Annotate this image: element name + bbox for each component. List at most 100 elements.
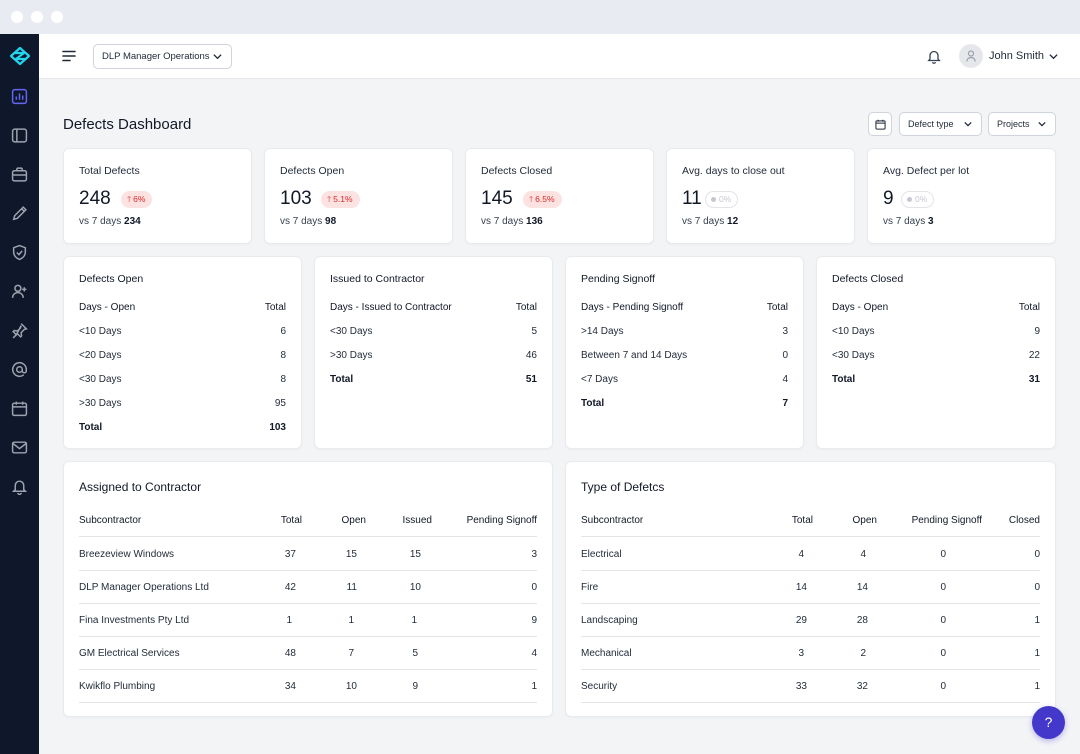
trend-badge: 0% [901, 191, 935, 208]
cell-closed: 0 [1034, 549, 1040, 560]
compare-value: 98 [325, 216, 337, 227]
user-name[interactable]: John Smith [989, 50, 1045, 62]
table-row: GM Electrical Services 48 7 5 4 [79, 637, 537, 670]
summary-row-value: 9 [1034, 326, 1040, 337]
mail-icon[interactable] [11, 439, 28, 456]
table-title: Type of Defetcs [581, 480, 665, 494]
trend-value: 5.1% [333, 194, 353, 204]
stat-card-defects-open: Defects Open 103 🡑 5.1% vs 7 days 98 [264, 148, 453, 244]
cell-subcontractor: DLP Manager Operations Ltd [79, 582, 209, 593]
cell-total: 14 [795, 582, 807, 593]
pin-icon[interactable] [11, 322, 28, 339]
window-maximize-dot[interactable] [51, 11, 63, 23]
summary-total-label: Total [330, 374, 354, 385]
cell-pending-signoff: 0 [940, 615, 946, 626]
help-button[interactable]: ? [1032, 706, 1065, 739]
cell-subcontractor: GM Electrical Services [79, 648, 180, 659]
chevron-down-icon[interactable] [1049, 53, 1058, 60]
stat-title: Avg. days to close out [682, 165, 785, 177]
compare-value: 234 [124, 216, 141, 227]
cell-type: Landscaping [581, 615, 638, 626]
summary-row-value: 3 [782, 326, 788, 337]
organization-select[interactable]: DLP Manager Operations [93, 44, 232, 69]
cell-subcontractor: Kwikflo Plumbing [79, 681, 156, 692]
bell-icon[interactable] [11, 478, 28, 495]
summary-total-row: Total 51 [330, 374, 537, 388]
cell-total: 34 [284, 681, 296, 692]
shield-icon[interactable] [11, 244, 28, 261]
column-header: Pending Signoff [466, 515, 537, 526]
stat-value: 248 [79, 188, 111, 209]
cell-pending-signoff: 0 [940, 648, 946, 659]
summary-row: >14 Days 3 [581, 326, 788, 340]
defect-type-filter[interactable]: Defect type [899, 112, 982, 136]
panel-icon[interactable] [11, 127, 28, 144]
arrow-up-icon: 🡑 [529, 195, 534, 204]
calendar-icon[interactable] [11, 400, 28, 417]
user-plus-icon[interactable] [11, 283, 28, 300]
compare-value: 136 [526, 216, 543, 227]
cell-open: 14 [856, 582, 868, 593]
cell-pending-signoff: 9 [531, 615, 537, 626]
table-header: Subcontractor Total Open Issued Pending … [79, 513, 537, 537]
summary-header: Days - Open Total [79, 302, 286, 316]
summary-total-value: 51 [525, 374, 537, 385]
cell-pending-signoff: 4 [531, 648, 537, 659]
summary-row-value: 5 [531, 326, 537, 337]
stat-value: 103 [280, 188, 312, 209]
summary-total-label: Total [79, 422, 103, 433]
at-icon[interactable] [11, 361, 28, 378]
stat-card-total-defects: Total Defects 248 🡑 6% vs 7 days 234 [63, 148, 252, 244]
cell-total: 4 [798, 549, 804, 560]
summary-row-label: <10 Days [832, 326, 875, 337]
table-row: DLP Manager Operations Ltd 42 11 10 0 [79, 571, 537, 604]
chevron-down-icon [1038, 121, 1046, 127]
cell-open: 15 [345, 549, 357, 560]
window-minimize-dot[interactable] [31, 11, 43, 23]
summary-total-label: Total [581, 398, 605, 409]
summary-header-total: Total [515, 302, 537, 313]
menu-icon[interactable] [61, 48, 77, 64]
chart-icon[interactable] [11, 88, 28, 105]
cell-pending-signoff: 1 [531, 681, 537, 692]
chevron-down-icon [964, 121, 972, 127]
trend-badge: 🡑 5.1% [321, 191, 360, 208]
date-filter-button[interactable] [868, 112, 892, 136]
summary-row-label: >30 Days [330, 350, 373, 361]
window-close-dot[interactable] [11, 11, 23, 23]
summary-row-label: Between 7 and 14 Days [581, 350, 688, 361]
summary-header-total: Total [1018, 302, 1040, 313]
logo-icon[interactable] [9, 46, 31, 66]
window-titlebar [0, 0, 1080, 34]
summary-row: <7 Days 4 [581, 374, 788, 388]
summary-row-value: 6 [280, 326, 286, 337]
cell-open: 10 [345, 681, 357, 692]
briefcase-icon[interactable] [11, 166, 28, 183]
summary-row: <30 Days 5 [330, 326, 537, 340]
cell-total: 1 [286, 615, 292, 626]
compare-label: vs 7 days [682, 216, 725, 227]
cell-closed: 0 [1034, 582, 1040, 593]
pencil-icon[interactable] [11, 205, 28, 222]
column-header: Open [341, 515, 366, 526]
compare-value: 3 [928, 216, 934, 227]
compare-label: vs 7 days [79, 216, 122, 227]
summary-row-label: <30 Days [330, 326, 373, 337]
column-header: Total [791, 515, 813, 526]
notification-bell-icon[interactable] [927, 49, 941, 64]
projects-filter[interactable]: Projects [988, 112, 1056, 136]
summary-header: Days - Open Total [832, 302, 1040, 316]
summary-row: <10 Days 9 [832, 326, 1040, 340]
table-header: Subcontractor Total Open Pending Signoff… [581, 513, 1040, 537]
avatar[interactable] [959, 44, 983, 68]
summary-title: Issued to Contractor [330, 273, 425, 285]
cell-pending-signoff: 0 [940, 549, 946, 560]
cell-issued: 15 [409, 549, 421, 560]
cell-total: 3 [798, 648, 804, 659]
stat-value: 11 [682, 188, 702, 209]
cell-open: 32 [856, 681, 868, 692]
trend-value: 0% [719, 194, 732, 204]
summary-total-row: Total 7 [581, 398, 788, 412]
table-row: Landscaping 29 28 0 1 [581, 604, 1040, 637]
cell-pending-signoff: 0 [940, 681, 946, 692]
